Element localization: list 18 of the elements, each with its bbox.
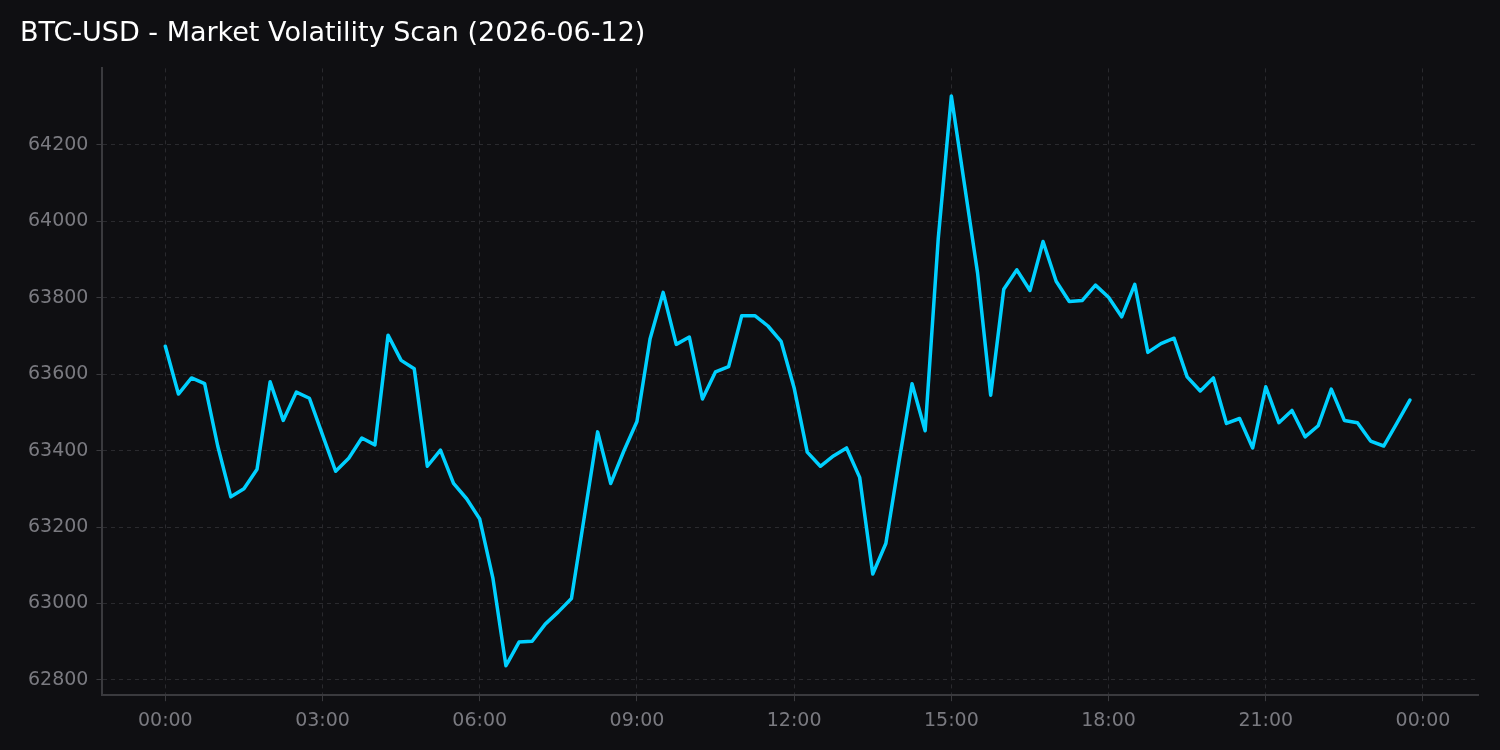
x-tick-label: 00:00 <box>137 707 193 730</box>
x-tick-label: 12:00 <box>766 707 822 730</box>
y-tick-label: 63600 <box>27 361 89 384</box>
x-tick-label: 15:00 <box>923 707 979 730</box>
x-tick-label: 21:00 <box>1238 707 1294 730</box>
x-tick-label: 06:00 <box>452 707 508 730</box>
y-tick-label: 63800 <box>27 284 89 307</box>
y-tick-label: 64000 <box>27 208 89 231</box>
y-tick-label: 63200 <box>27 513 89 536</box>
y-tick-label: 63400 <box>27 437 89 460</box>
x-tick-label: 09:00 <box>609 707 665 730</box>
y-tick-label: 64200 <box>27 131 89 154</box>
y-tick-label: 62800 <box>27 666 89 689</box>
y-tick-label: 63000 <box>27 590 89 613</box>
x-tick-label: 18:00 <box>1081 707 1136 730</box>
x-tick-label: 03:00 <box>295 707 350 730</box>
chart-title: BTC-USD - Market Volatility Scan (2026-06-12) <box>20 16 646 48</box>
x-tick-label: 00:00 <box>1395 707 1451 730</box>
